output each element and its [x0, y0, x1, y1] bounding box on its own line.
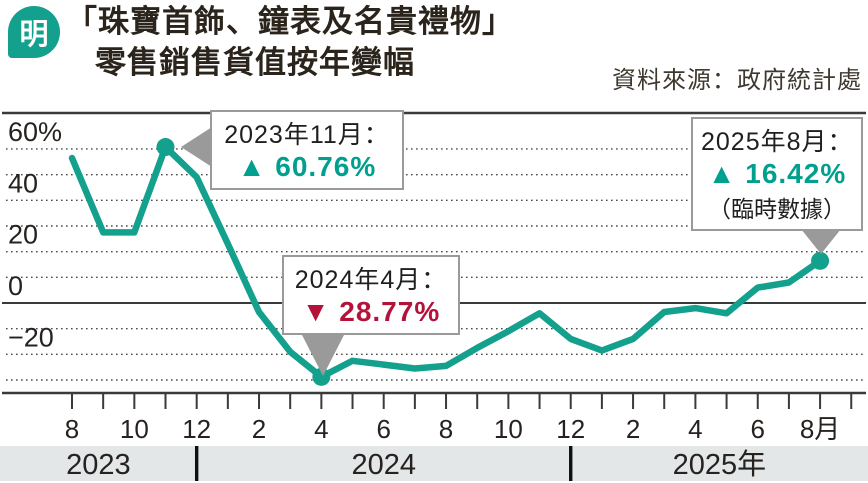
year-label: 2025年: [673, 448, 767, 481]
data-line: [68, 143, 824, 381]
annotation-value: ▲ 16.42%: [707, 158, 847, 189]
y-tick-label: −20: [8, 322, 54, 352]
x-tick-label: 8: [439, 414, 453, 444]
x-tick-label: 6: [751, 414, 765, 444]
year-label: 2024: [351, 449, 416, 481]
annotation-2023-11: 2023年11月： ▲ 60.76%: [181, 110, 404, 190]
y-tick-label: 20: [8, 220, 38, 250]
chart-title-line2: 零售銷售貨值按年變幅: [95, 44, 415, 80]
callout-pointer-down-icon: [801, 229, 841, 254]
y-tick-label: 40: [8, 168, 38, 198]
x-tick-label: 8: [65, 414, 79, 444]
annotation-date: 2025年8月：: [701, 128, 854, 156]
annotation-2025-08: 2025年8月： ▲ 16.42% （臨時數據）: [691, 117, 863, 254]
x-tick-label: 4: [688, 414, 702, 444]
year-label: 2023: [66, 449, 131, 481]
chart-title: 「珠寶首飾、鐘表及名貴禮物」 零售銷售貨值按年變幅: [66, 2, 514, 84]
callout-pointer-down-icon: [301, 333, 345, 376]
annotation-date: 2024年4月：: [294, 266, 448, 294]
annotation-note: （臨時數據）: [708, 196, 846, 222]
logo-character: 明: [19, 17, 49, 51]
data-point-marker: [156, 138, 175, 157]
annotation-value: ▼ 28.77%: [301, 296, 441, 327]
chart-title-line1: 「珠寶首飾、鐘表及名貴禮物」: [66, 4, 514, 39]
y-tick-label: 0: [8, 271, 23, 301]
x-tick-label: 8月: [800, 414, 840, 444]
year-divider: [194, 446, 199, 481]
data-point-marker: [811, 251, 830, 270]
x-tick-label: 2: [626, 414, 640, 444]
x-tick-label: 12: [182, 414, 211, 444]
x-tick-label: 6: [376, 414, 390, 444]
annotation-value: ▲ 60.76%: [237, 151, 377, 182]
data-source-label: 資料來源：政府統計處: [612, 67, 862, 94]
x-tick-label: 12: [556, 414, 585, 444]
year-band: [0, 446, 868, 481]
mingpao-logo: 明: [8, 6, 60, 58]
x-tick-label: 2: [252, 414, 266, 444]
y-tick-label: 60%: [8, 117, 62, 147]
year-divider: [569, 446, 573, 481]
annotation-2024-04: 2024年4月： ▼ 28.77%: [282, 255, 460, 376]
x-tick-label: 4: [314, 414, 328, 444]
x-tick-label: 10: [494, 414, 523, 444]
callout-pointer-left-icon: [181, 127, 212, 167]
annotation-date: 2023年11月：: [224, 121, 390, 149]
x-tick-label: 10: [120, 414, 149, 444]
